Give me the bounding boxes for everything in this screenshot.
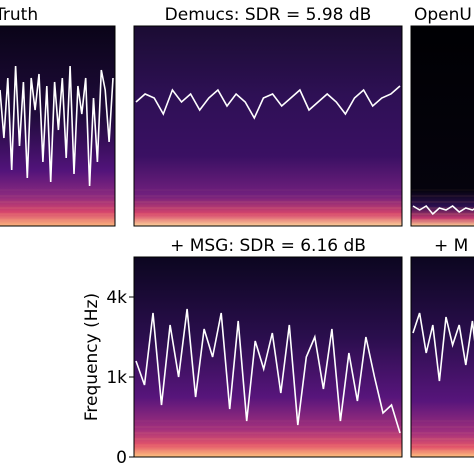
pitch-contour-openu (412, 204, 474, 216)
ytick-label-1k: 1k (106, 368, 127, 388)
panel-msg: + MSG: SDR = 6.16 dB 0 1k 4k Frequency (… (82, 236, 403, 468)
title-m: + M (434, 236, 468, 256)
panel-m: + M (410, 236, 474, 458)
spectrogram-demucs (134, 26, 402, 226)
title-demucs: Demucs: SDR = 5.98 dB (165, 5, 372, 25)
pitch-contour-truth (0, 65, 114, 187)
harmonics-msg (134, 420, 402, 452)
title-msg: + MSG: SDR = 6.16 dB (170, 236, 366, 256)
title-openu: OpenU (414, 5, 472, 25)
harmonics-openu (411, 189, 474, 221)
ytick-label-4k: 4k (106, 288, 127, 308)
frame-m (410, 256, 474, 458)
harmonics-m (411, 420, 474, 452)
pitch-contour-m (412, 312, 474, 382)
harmonics-truth (0, 189, 115, 221)
panel-openu: OpenU (410, 5, 474, 227)
pitch-contour-demucs (135, 85, 401, 120)
ytick-label-0: 0 (116, 448, 127, 468)
spectrogram-openu (411, 26, 474, 226)
frame-msg (133, 256, 403, 458)
frame-openu (410, 25, 474, 227)
y-axis-msg: 0 1k 4k Frequency (Hz) (82, 288, 134, 468)
y-axis-label: Frequency (Hz) (82, 293, 102, 421)
panel-demucs: Demucs: SDR = 5.98 dB (133, 5, 403, 227)
harmonics-demucs (134, 189, 402, 221)
spectrogram-msg (134, 257, 402, 457)
title-truth: Truth (0, 5, 38, 25)
panel-truth: Truth (0, 5, 116, 227)
pitch-contour-msg (135, 308, 401, 434)
frame-demucs (133, 25, 403, 227)
frame-truth (0, 25, 116, 227)
